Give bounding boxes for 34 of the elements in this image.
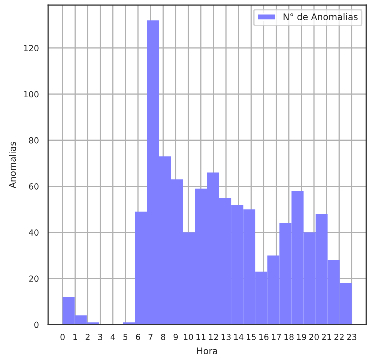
x-tick-label: 1 xyxy=(74,334,78,340)
x-tick-label: 11 xyxy=(196,334,206,340)
y-tick-label: 60 xyxy=(29,184,39,190)
x-tick-label: 7 xyxy=(148,334,153,340)
x-tick-label: 15 xyxy=(247,334,256,340)
x-axis-title: Hora xyxy=(198,348,218,355)
y-tick-label: 0 xyxy=(34,322,39,328)
legend-label: N° de Anomalias xyxy=(284,13,358,20)
x-tick-label: 21 xyxy=(322,334,332,340)
x-tick-label: 2 xyxy=(86,334,90,340)
y-tick-label: 100 xyxy=(24,91,39,98)
x-tick-label: 6 xyxy=(136,334,140,340)
y-tick-label: 80 xyxy=(29,137,39,144)
x-tick-label: 8 xyxy=(161,334,166,340)
x-tick-label: 16 xyxy=(260,334,269,340)
x-tick-label: 20 xyxy=(310,334,319,340)
x-tick-label: 9 xyxy=(174,334,178,340)
y-tick-label: 20 xyxy=(29,276,39,282)
x-tick-label: 19 xyxy=(297,334,306,340)
x-tick-label: 12 xyxy=(209,334,218,340)
x-tick-label: 13 xyxy=(222,334,231,340)
y-tick-label: 40 xyxy=(29,230,39,236)
x-tick-label: 18 xyxy=(284,334,294,340)
x-tick-label: 10 xyxy=(184,334,194,340)
y-axis-title: Anomalias xyxy=(9,142,16,189)
x-tick-label: 5 xyxy=(124,334,128,340)
x-tick-label: 22 xyxy=(334,334,344,340)
x-tick-label: 3 xyxy=(98,334,103,340)
x-tick-label: 14 xyxy=(234,334,244,340)
x-tick-label: 23 xyxy=(347,334,357,340)
y-tick-label: 120 xyxy=(24,45,39,52)
x-tick-label: 0 xyxy=(60,334,65,340)
x-tick-label: 17 xyxy=(272,334,282,340)
x-tick-label: 4 xyxy=(110,334,116,340)
